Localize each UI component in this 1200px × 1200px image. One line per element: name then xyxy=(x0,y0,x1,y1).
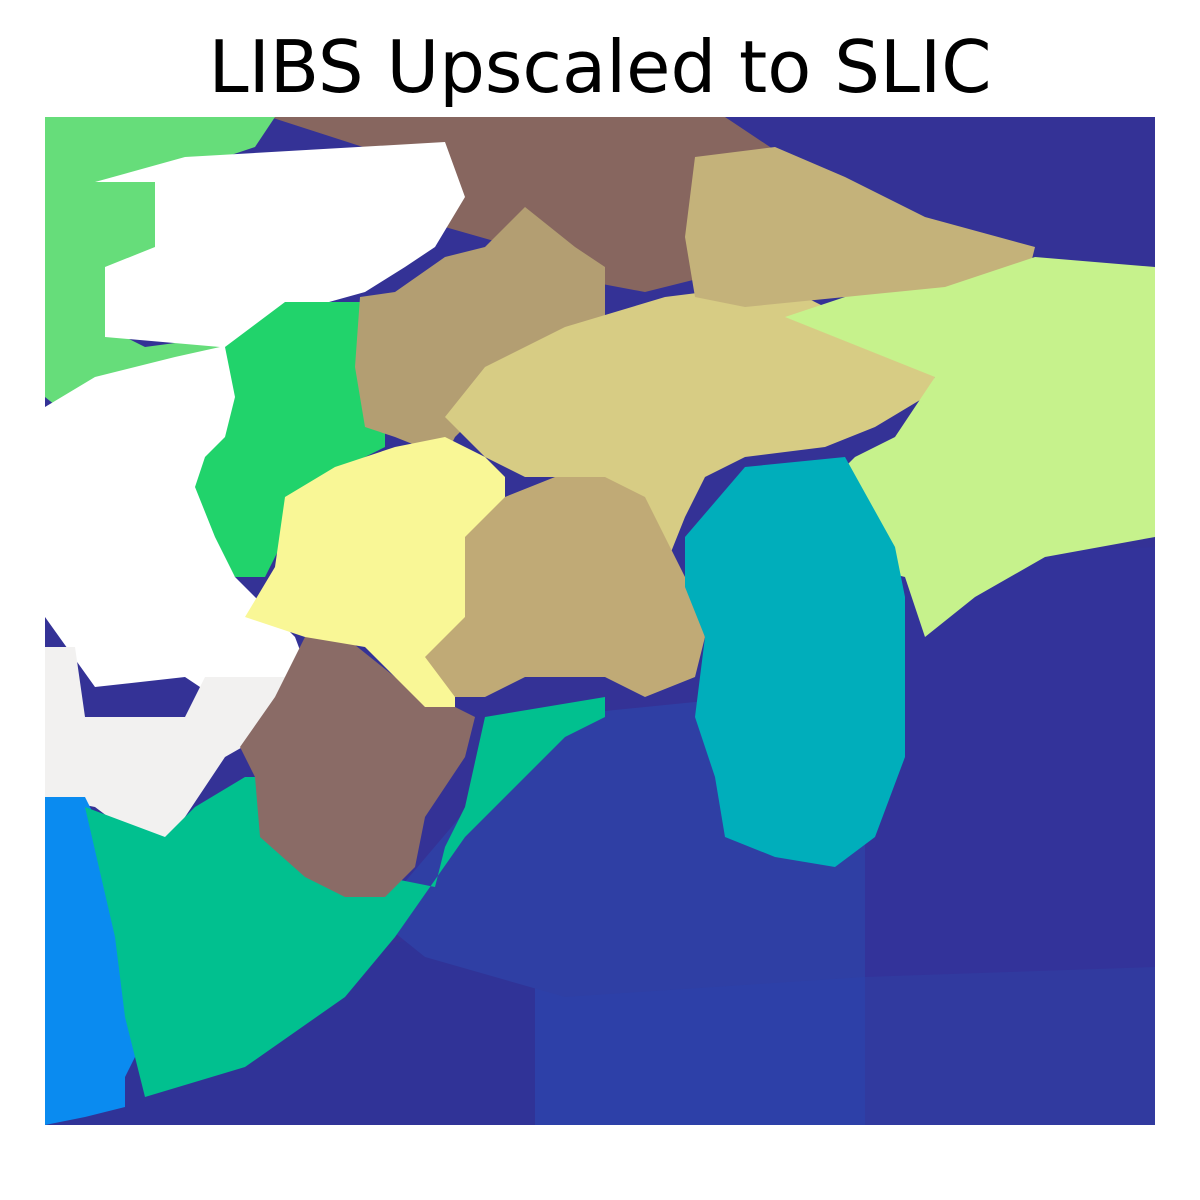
segment-region-s20 xyxy=(865,937,1155,1125)
segment-map xyxy=(45,117,1155,1125)
chart-title: LIBS Upscaled to SLIC xyxy=(208,25,992,109)
segment-region-s8 xyxy=(445,287,945,577)
segment-region-s14 xyxy=(240,637,475,897)
segment-region-s7 xyxy=(195,302,385,577)
segment-region-s21 xyxy=(865,547,1155,977)
segment-region-s12 xyxy=(685,457,905,867)
segment-region-s6 xyxy=(355,207,605,457)
segment-region-s5 xyxy=(685,147,1035,307)
segment-map-svg xyxy=(45,117,1155,1125)
segment-region-s19 xyxy=(535,957,865,1125)
segment-region-s16 xyxy=(45,797,175,1125)
segment-region-s3 xyxy=(270,117,785,292)
segment-region-s13 xyxy=(45,647,295,847)
segment-region-s10 xyxy=(245,437,505,707)
segment-region-s2 xyxy=(45,142,465,717)
segment-region-s11 xyxy=(425,477,705,697)
